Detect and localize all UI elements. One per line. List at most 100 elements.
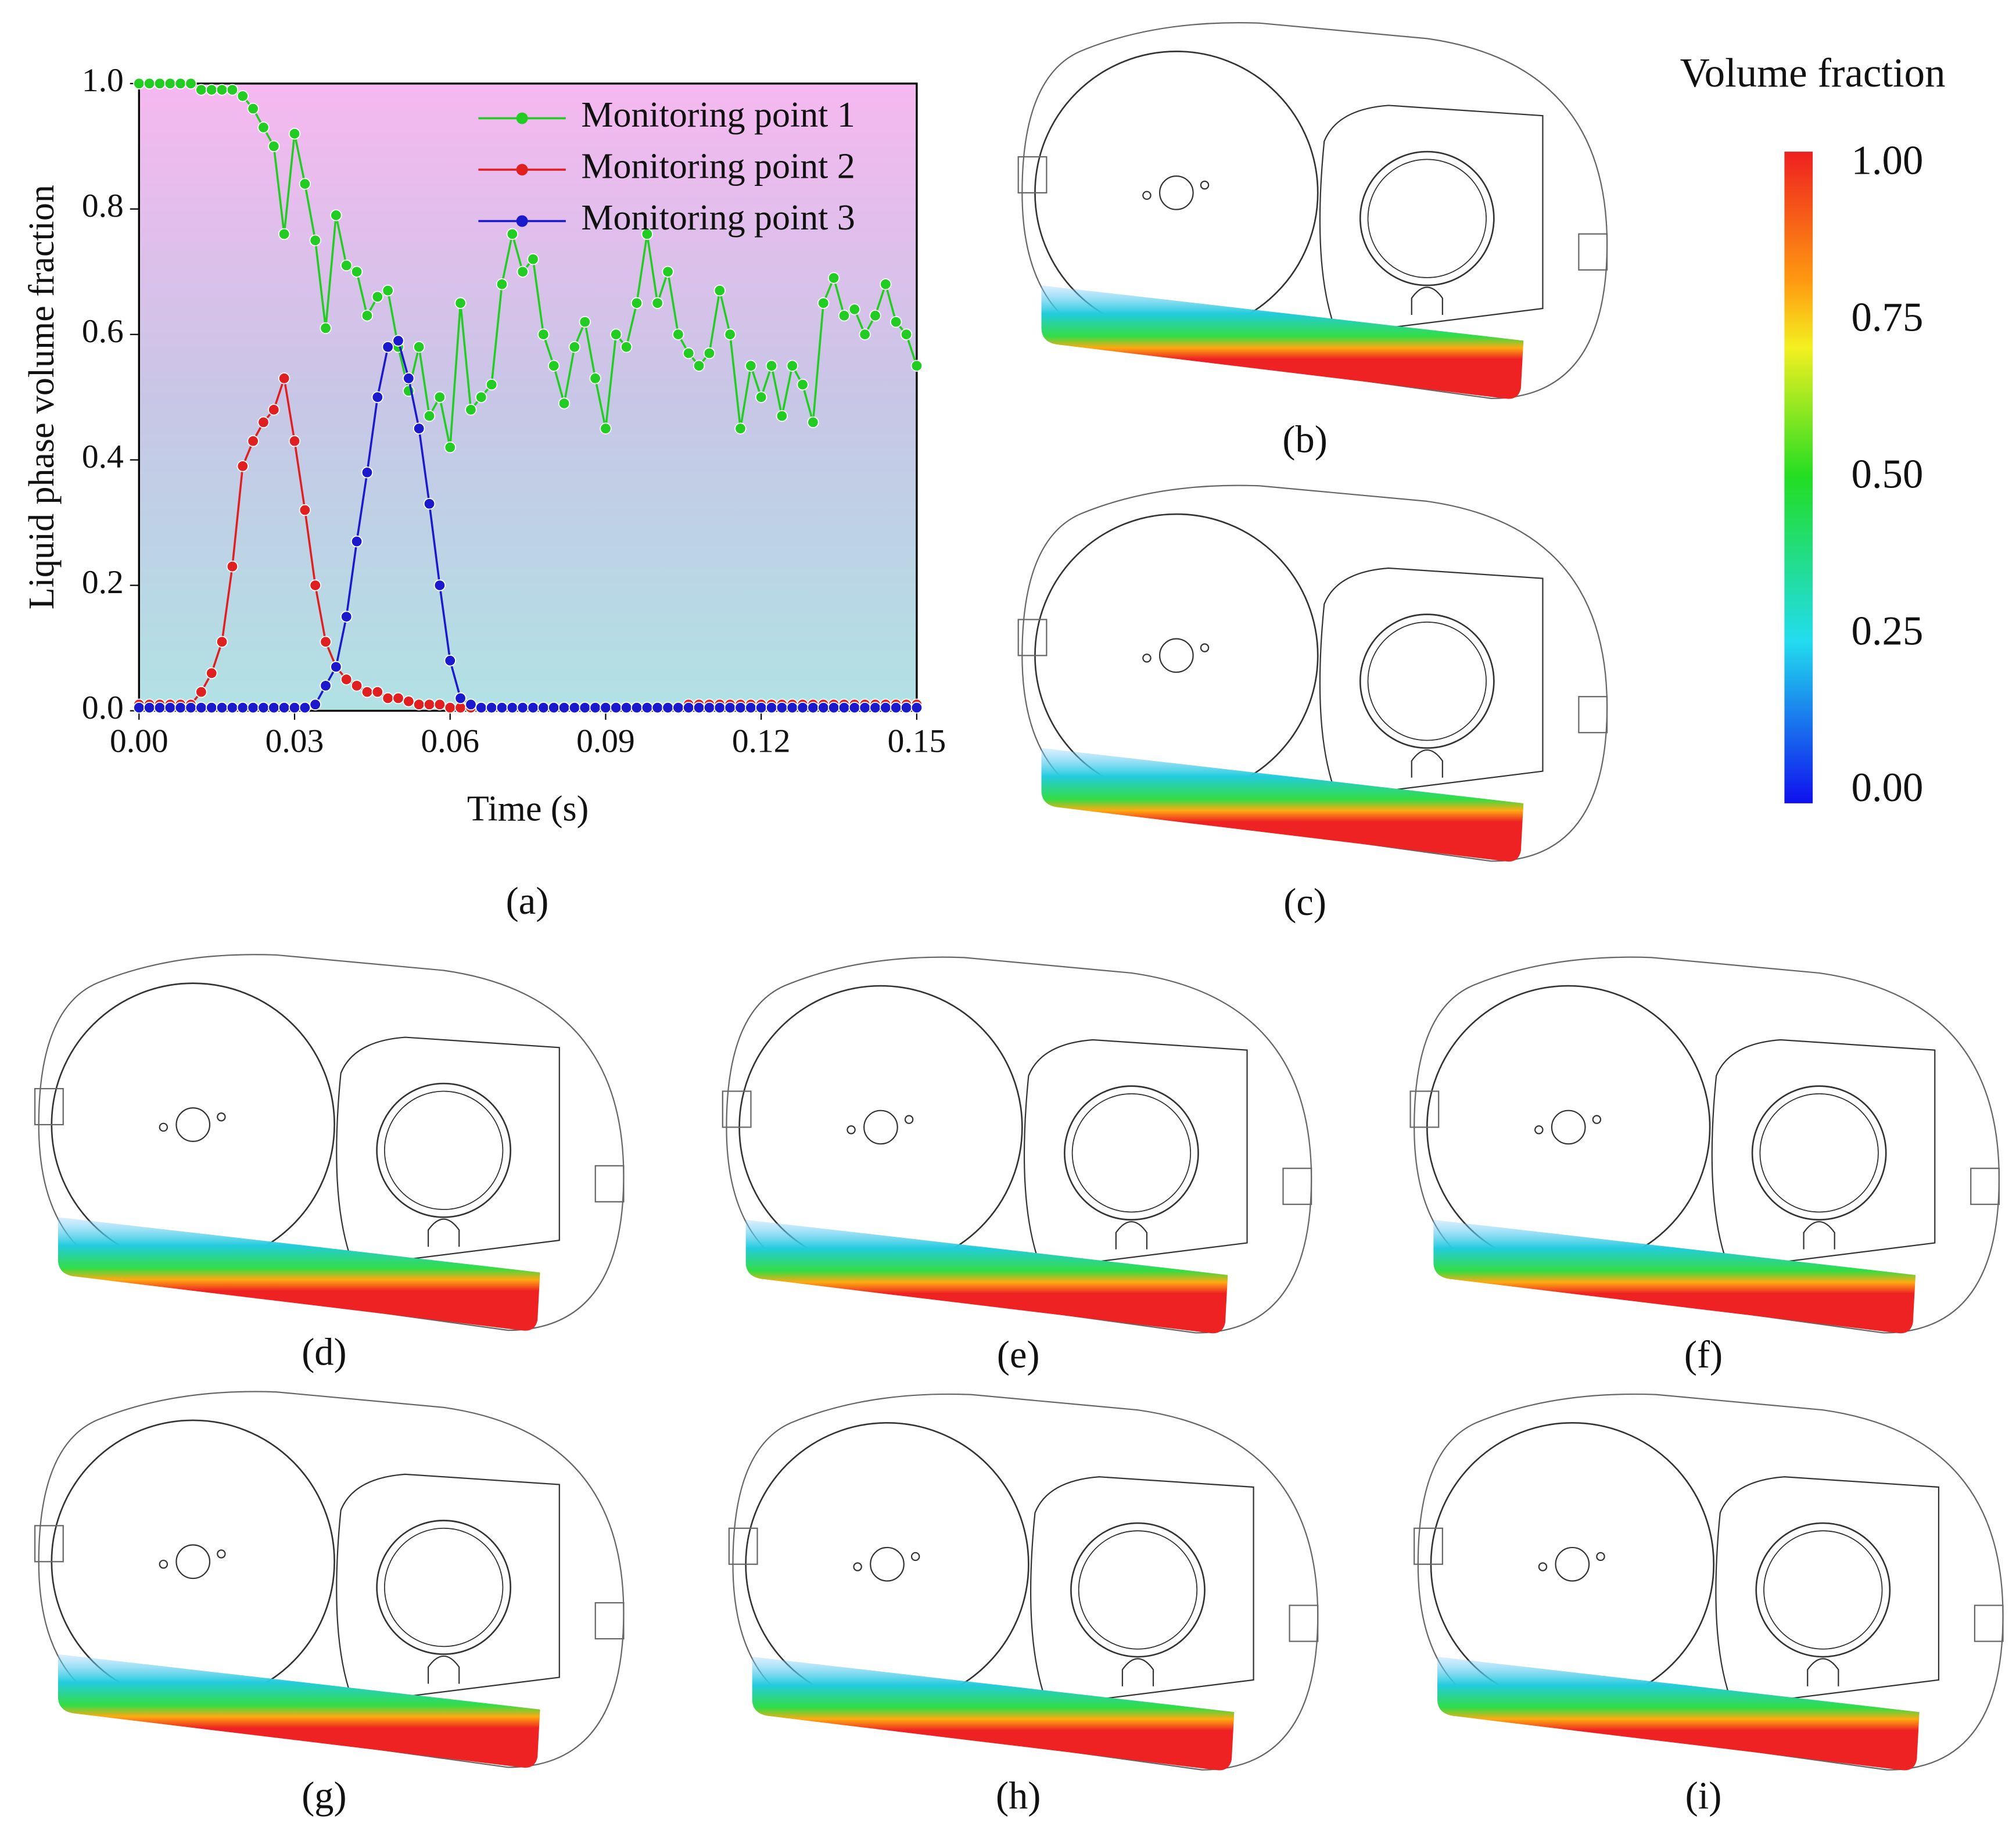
series-marker <box>444 441 456 454</box>
series-marker <box>247 435 259 447</box>
series-marker <box>257 701 270 714</box>
series-marker <box>268 404 280 416</box>
series-marker <box>713 284 726 297</box>
x-tick-label: 0.03 <box>266 723 324 759</box>
series-line <box>139 82 918 448</box>
simulation-image <box>1413 1393 2004 1771</box>
series-marker <box>683 701 695 714</box>
series-marker <box>216 84 228 96</box>
series-marker <box>610 701 622 714</box>
series-marker <box>765 360 778 372</box>
series-marker <box>662 701 674 714</box>
colorbar-tick-label: 0.75 <box>1851 295 1923 340</box>
series-marker <box>786 701 798 714</box>
series-marker <box>309 234 321 246</box>
series-marker <box>485 701 498 714</box>
series-marker <box>226 561 239 573</box>
y-axis-label: Liquid phase volume fraction <box>22 185 62 609</box>
series-marker <box>153 701 166 714</box>
series-marker <box>164 77 177 89</box>
series-marker <box>527 253 539 265</box>
series-marker <box>465 698 477 710</box>
y-tick-label: 0.0 <box>82 690 124 726</box>
series-marker <box>433 698 446 710</box>
series-marker <box>195 701 207 714</box>
series-marker <box>309 579 321 591</box>
series-marker <box>143 701 156 714</box>
series-marker <box>226 701 239 714</box>
plot-frame <box>138 82 918 712</box>
colorbar-tick-label: 0.00 <box>1851 765 1923 810</box>
panel-label: (i) <box>1685 1775 1722 1817</box>
series-marker <box>257 416 270 429</box>
series-marker <box>506 228 519 240</box>
legend-label: Monitoring point 1 <box>581 95 855 135</box>
series-marker <box>320 322 332 335</box>
x-tick-label: 0.09 <box>576 723 635 759</box>
series-marker <box>236 90 249 102</box>
series-marker <box>848 701 860 714</box>
simulation-image <box>1409 956 2000 1334</box>
series-marker <box>299 504 311 516</box>
series-marker <box>247 102 259 115</box>
series-marker <box>195 685 207 698</box>
series-marker <box>413 698 425 710</box>
colorbar-tick-label: 1.00 <box>1851 138 1923 183</box>
simulation-image <box>34 1391 625 1769</box>
series-marker <box>216 701 228 714</box>
simulation-image <box>1017 21 1608 400</box>
series-marker <box>807 701 819 714</box>
series-marker <box>320 636 332 648</box>
series-marker <box>527 701 539 714</box>
panel-label: (d) <box>302 1331 346 1374</box>
series-marker <box>734 422 747 435</box>
simulation-image <box>34 953 625 1332</box>
series-marker <box>185 77 197 89</box>
x-tick-label: 0.12 <box>732 723 791 759</box>
series-marker <box>444 655 456 667</box>
series-marker <box>537 701 550 714</box>
series-marker <box>216 636 228 648</box>
y-tick-label: 0.8 <box>82 188 124 224</box>
series-marker <box>174 701 186 714</box>
series-marker <box>848 303 860 315</box>
legend-marker <box>516 164 528 176</box>
series-marker <box>869 310 881 322</box>
series-marker <box>485 378 498 391</box>
series-marker <box>703 347 716 360</box>
series-marker <box>382 692 394 705</box>
legend-label: Monitoring point 2 <box>581 146 855 186</box>
series-marker <box>278 701 290 714</box>
series-marker <box>288 435 301 447</box>
series-marker <box>827 701 840 714</box>
series-marker <box>683 347 695 360</box>
series-marker <box>558 397 571 410</box>
series-marker <box>724 328 736 340</box>
series-marker <box>361 685 374 698</box>
series-marker <box>454 692 467 705</box>
series-marker <box>288 128 301 140</box>
series-marker <box>496 278 508 290</box>
series-marker <box>403 372 415 385</box>
colorbar-title: Volume fraction <box>1680 51 1946 96</box>
legend-marker <box>516 215 528 227</box>
series-marker <box>268 701 280 714</box>
series-marker <box>350 680 363 692</box>
simulation-image <box>728 1393 1319 1771</box>
series-marker <box>869 701 881 714</box>
y-tick-label: 0.2 <box>82 564 124 601</box>
series-marker <box>496 701 508 714</box>
series-marker <box>641 228 654 240</box>
series-marker <box>288 701 301 714</box>
series-marker <box>164 701 177 714</box>
series-marker <box>361 310 374 322</box>
series-marker <box>433 579 446 591</box>
series-marker <box>350 535 363 548</box>
series-marker <box>548 360 560 372</box>
series-marker <box>506 701 519 714</box>
series-marker <box>724 701 736 714</box>
series-marker <box>589 372 601 385</box>
series-marker <box>133 77 145 89</box>
series-marker <box>226 84 239 96</box>
